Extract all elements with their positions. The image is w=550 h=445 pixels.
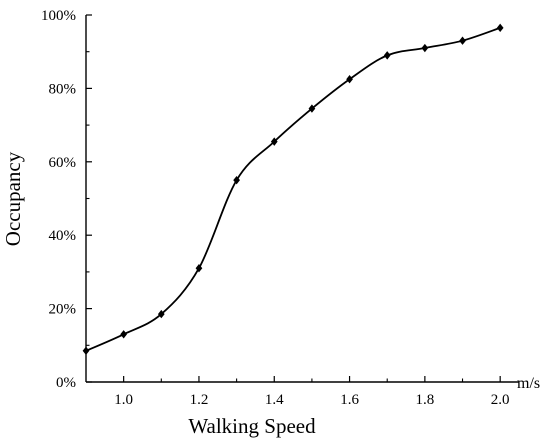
data-points [82, 23, 504, 356]
y-tick-label: 100% [41, 8, 76, 24]
x-tick-label: 1.0 [114, 392, 133, 408]
data-point [233, 175, 240, 185]
y-tick-label: 40% [49, 228, 77, 244]
x-axis-title: Walking Speed [188, 414, 316, 438]
data-point [308, 104, 316, 113]
data-point [157, 309, 165, 319]
data-point [82, 346, 90, 356]
x-tick-label: 1.8 [415, 392, 434, 408]
data-point [346, 75, 353, 84]
x-tick-label: 1.4 [265, 392, 284, 408]
x-tick-label: 2.0 [491, 392, 510, 408]
axes [85, 15, 519, 383]
x-axis-ticks: 1.0 1.2 1.4 1.6 1.8 2.0 [114, 376, 510, 408]
data-point [120, 330, 128, 339]
x-axis-unit: m/s [517, 375, 540, 392]
data-point [270, 137, 278, 146]
data-series [85, 26, 501, 352]
data-point [496, 23, 504, 33]
series-line [85, 26, 501, 352]
y-tick-label: 0% [56, 375, 76, 391]
y-tick-label: 20% [49, 302, 77, 318]
y-tick-label: 80% [49, 81, 77, 97]
data-point [195, 264, 203, 273]
y-axis-ticks: 0% 20% 40% 60% 80% 100% [41, 8, 92, 391]
data-point [383, 51, 391, 60]
x-tick-label: 1.2 [190, 392, 209, 408]
x-tick-label: 1.6 [340, 392, 359, 408]
data-point [421, 43, 429, 53]
y-axis-title: Occupancy [1, 151, 25, 246]
y-tick-label: 60% [49, 155, 77, 171]
data-point [459, 36, 466, 45]
